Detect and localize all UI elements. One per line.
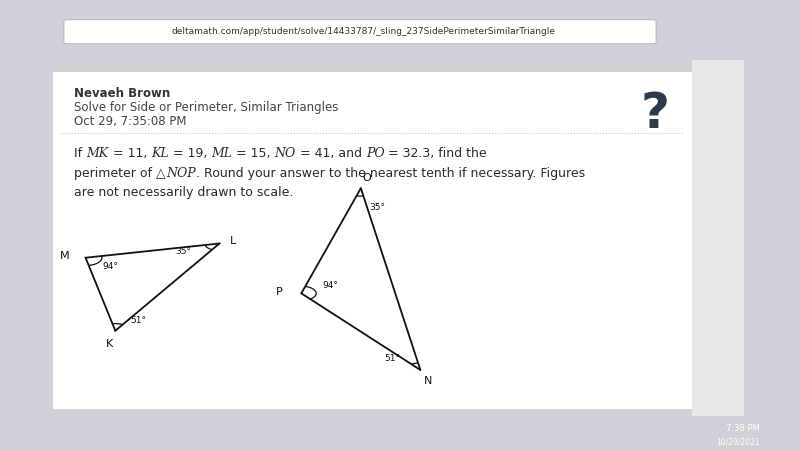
Text: K: K <box>106 339 113 349</box>
Text: ?: ? <box>640 90 670 138</box>
Text: Solve for Side or Perimeter, Similar Triangles: Solve for Side or Perimeter, Similar Tri… <box>74 101 338 114</box>
Text: If: If <box>74 147 86 160</box>
FancyBboxPatch shape <box>52 71 692 409</box>
Text: N: N <box>424 376 432 387</box>
Text: NOP: NOP <box>166 167 196 180</box>
Text: M: M <box>60 251 70 261</box>
Text: 7:38 PM: 7:38 PM <box>726 423 760 432</box>
Text: = 15,: = 15, <box>232 147 274 160</box>
Text: 94°: 94° <box>322 281 338 290</box>
Text: 94°: 94° <box>102 262 118 271</box>
Text: PO: PO <box>366 147 384 160</box>
Text: Oct 29, 7:35:08 PM: Oct 29, 7:35:08 PM <box>74 115 187 128</box>
Text: 35°: 35° <box>175 247 191 256</box>
FancyBboxPatch shape <box>64 20 656 44</box>
Text: P: P <box>276 287 282 297</box>
Text: 10/29/2021: 10/29/2021 <box>716 437 760 446</box>
Text: MK: MK <box>86 147 109 160</box>
Text: . Round your answer to the nearest tenth if necessary. Figures: . Round your answer to the nearest tenth… <box>196 167 585 180</box>
Text: = 32.3, find the: = 32.3, find the <box>384 147 487 160</box>
Text: are not necessarily drawn to scale.: are not necessarily drawn to scale. <box>74 186 294 199</box>
Text: KL: KL <box>151 147 169 160</box>
Text: 51°: 51° <box>130 315 146 324</box>
Text: deltamath.com/app/student/solve/14433787/_sling_237SidePerimeterSimilarTriangle: deltamath.com/app/student/solve/14433787… <box>172 27 556 36</box>
Text: L: L <box>230 236 236 246</box>
Text: NO: NO <box>274 147 296 160</box>
Text: 35°: 35° <box>370 203 386 212</box>
Text: = 11,: = 11, <box>109 147 151 160</box>
Text: O: O <box>362 173 371 183</box>
Text: 51°: 51° <box>385 354 401 363</box>
Text: perimeter of △: perimeter of △ <box>74 167 166 180</box>
Text: Nevaeh Brown: Nevaeh Brown <box>74 87 170 100</box>
Text: ML: ML <box>211 147 232 160</box>
FancyBboxPatch shape <box>692 60 744 416</box>
Text: = 19,: = 19, <box>169 147 211 160</box>
Text: = 41, and: = 41, and <box>296 147 366 160</box>
